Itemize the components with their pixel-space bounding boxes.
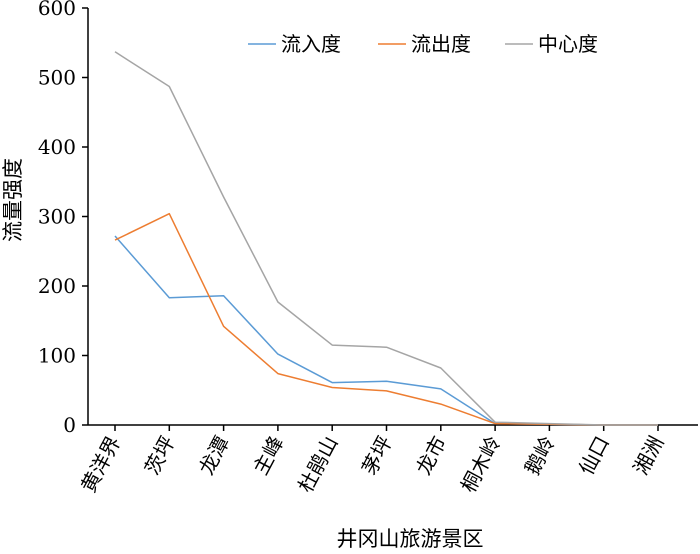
legend-label: 中心度 [538,32,598,56]
data-point [331,386,333,388]
data-point [223,196,225,198]
series-line [114,235,658,426]
data-point [603,424,605,426]
data-point [114,235,116,237]
legend-label: 流出度 [411,32,471,56]
data-point [168,86,170,88]
data-point [168,213,170,215]
legend-label: 流入度 [281,32,341,56]
data-point [440,403,442,405]
series-2 [114,212,658,426]
series-lines [114,51,659,426]
series-line [114,51,658,426]
y-tick-label: 200 [38,274,76,298]
data-point [331,382,333,384]
series-3 [114,51,659,426]
data-point [494,421,496,423]
data-point [223,325,225,327]
x-tick-label: 龙潭 [194,432,234,479]
data-point [386,390,388,392]
y-axis-title: 流量强度 [1,158,25,242]
data-point [223,295,225,297]
legend-item: 流入度 [248,32,341,56]
x-tick-label: 湘洲 [628,432,668,479]
data-point [277,373,279,375]
y-tick-label: 400 [38,135,76,159]
data-point [440,367,442,369]
data-point [548,423,550,425]
y-tick-label: 500 [38,66,76,90]
x-tick-label: 主峰 [248,432,288,479]
data-point [114,239,116,241]
legend-item: 中心度 [505,32,598,56]
x-tick-label: 鹅岭 [520,432,560,479]
y-tick-label: 100 [38,344,76,368]
x-tick-label: 茨坪 [140,432,180,479]
data-point [331,344,333,346]
legend-item: 流出度 [378,32,471,56]
x-tick-label: 茅坪 [357,432,397,479]
x-tick-label: 黄洋界 [76,432,125,496]
x-axis-title: 井冈山旅游景区 [337,527,484,551]
series-1 [114,235,658,426]
legend: 流入度 流出度 中心度 [248,32,598,56]
series-line [114,212,658,426]
data-point [277,301,279,303]
axes: 0 100 200 300 400 500 600 黄洋界 茨坪 龙潭 主峰 杜鹃山 茅坪 龙市 桐木岭 鹅岭… [38,0,698,496]
data-point [657,424,659,426]
y-tick-label: 0 [63,413,76,437]
x-tick-label: 杜鹃山 [293,432,342,496]
x-tick-label: 龙市 [411,432,451,479]
data-point [277,353,279,355]
data-point [440,388,442,390]
data-point [168,297,170,299]
data-point [386,380,388,382]
y-tick-label: 300 [38,205,76,229]
x-tick-label: 桐木岭 [456,432,505,496]
data-point [386,346,388,348]
data-point [114,51,116,53]
y-tick-label: 600 [38,0,76,20]
x-tick-label: 仙口 [574,432,614,479]
